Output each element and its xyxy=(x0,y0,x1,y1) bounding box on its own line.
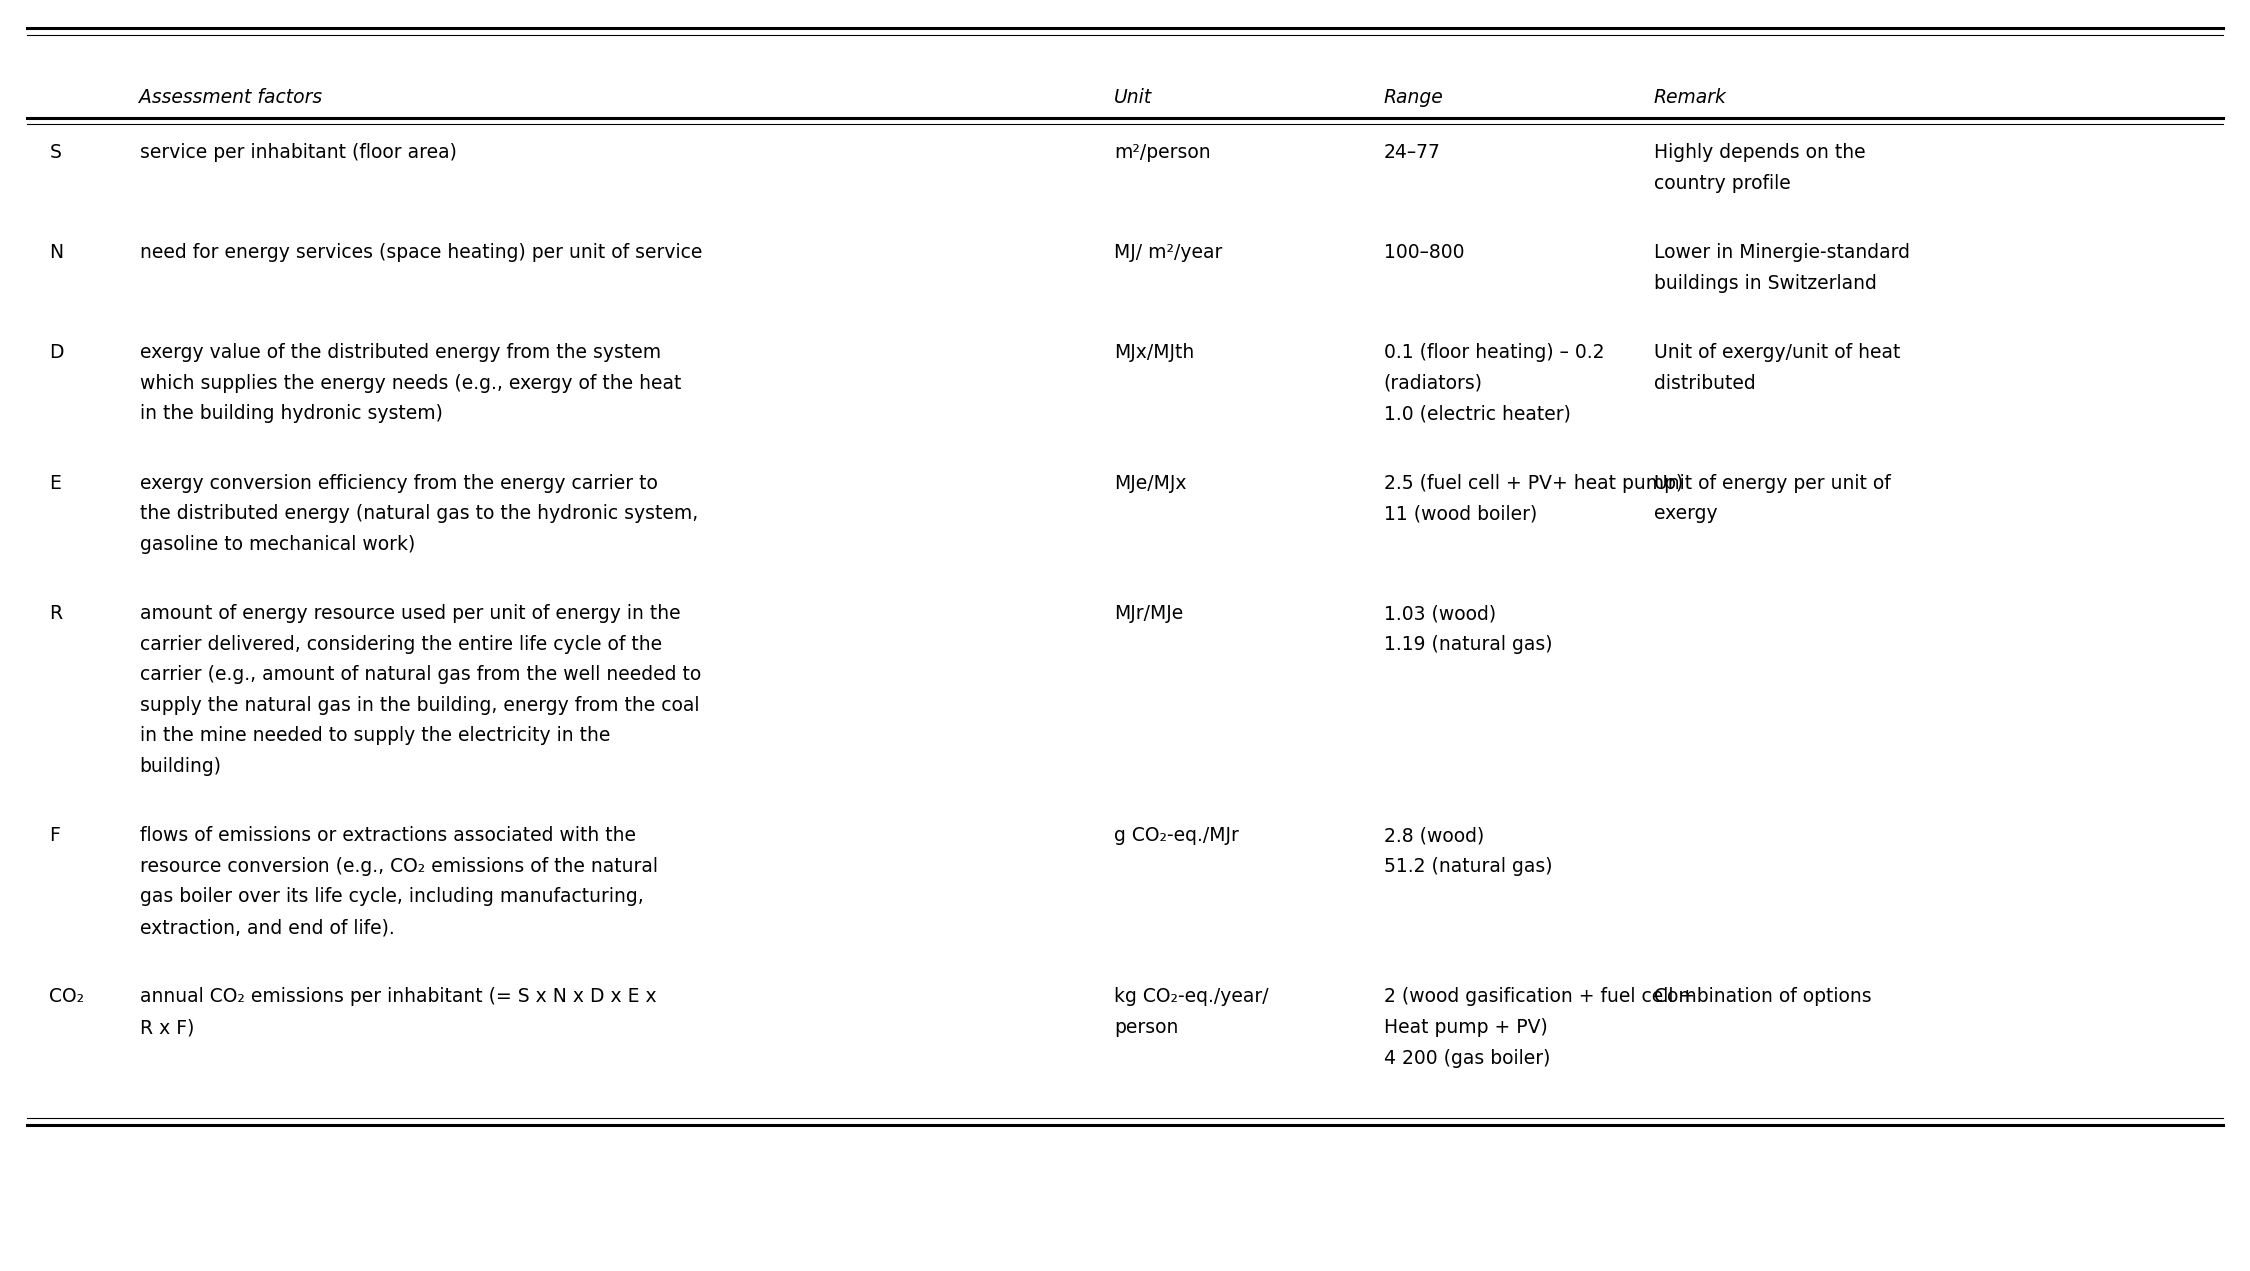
Text: which supplies the energy needs (e.g., exergy of the heat: which supplies the energy needs (e.g., e… xyxy=(140,374,682,393)
Text: carrier (e.g., amount of natural gas from the well needed to: carrier (e.g., amount of natural gas fro… xyxy=(140,665,700,684)
Text: buildings in Switzerland: buildings in Switzerland xyxy=(1654,273,1876,292)
Text: building): building) xyxy=(140,758,220,775)
Text: Unit of exergy/unit of heat: Unit of exergy/unit of heat xyxy=(1654,343,1899,362)
Text: N: N xyxy=(50,243,63,262)
Text: F: F xyxy=(50,826,61,845)
Text: m²/person: m²/person xyxy=(1114,144,1210,163)
Text: country profile: country profile xyxy=(1654,174,1791,193)
Text: 2.8 (wood): 2.8 (wood) xyxy=(1384,826,1485,845)
Text: MJ/ m²/year: MJ/ m²/year xyxy=(1114,243,1222,262)
Text: 1.0 (electric heater): 1.0 (electric heater) xyxy=(1384,404,1570,423)
Text: Combination of options: Combination of options xyxy=(1654,988,1872,1007)
Text: gasoline to mechanical work): gasoline to mechanical work) xyxy=(140,535,414,554)
Text: in the building hydronic system): in the building hydronic system) xyxy=(140,404,443,423)
Text: R: R xyxy=(50,604,63,623)
Text: gas boiler over its life cycle, including manufacturing,: gas boiler over its life cycle, includin… xyxy=(140,887,644,906)
Text: g CO₂-eq./MJr: g CO₂-eq./MJr xyxy=(1114,826,1238,845)
Text: need for energy services (space heating) per unit of service: need for energy services (space heating)… xyxy=(140,243,702,262)
Text: R x F): R x F) xyxy=(140,1018,194,1037)
Text: (radiators): (radiators) xyxy=(1384,374,1483,393)
Text: 1.03 (wood): 1.03 (wood) xyxy=(1384,604,1496,623)
Text: Heat pump + PV): Heat pump + PV) xyxy=(1384,1018,1548,1037)
Text: Range: Range xyxy=(1384,88,1444,107)
Text: Highly depends on the: Highly depends on the xyxy=(1654,144,1865,163)
Text: MJr/MJe: MJr/MJe xyxy=(1114,604,1184,623)
Text: in the mine needed to supply the electricity in the: in the mine needed to supply the electri… xyxy=(140,727,610,745)
Text: 24–77: 24–77 xyxy=(1384,144,1440,163)
Text: Unit: Unit xyxy=(1114,88,1152,107)
Text: extraction, and end of life).: extraction, and end of life). xyxy=(140,918,394,937)
Text: 11 (wood boiler): 11 (wood boiler) xyxy=(1384,505,1537,524)
Text: resource conversion (e.g., CO₂ emissions of the natural: resource conversion (e.g., CO₂ emissions… xyxy=(140,857,657,876)
Text: Lower in Minergie-standard: Lower in Minergie-standard xyxy=(1654,243,1910,262)
Text: CO₂: CO₂ xyxy=(50,988,86,1007)
Text: MJx/MJth: MJx/MJth xyxy=(1114,343,1195,362)
Text: exergy conversion efficiency from the energy carrier to: exergy conversion efficiency from the en… xyxy=(140,474,657,493)
Text: 51.2 (natural gas): 51.2 (natural gas) xyxy=(1384,857,1552,876)
Text: distributed: distributed xyxy=(1654,374,1755,393)
Text: S: S xyxy=(50,144,61,163)
Text: 0.1 (floor heating) – 0.2: 0.1 (floor heating) – 0.2 xyxy=(1384,343,1604,362)
Text: service per inhabitant (floor area): service per inhabitant (floor area) xyxy=(140,144,457,163)
Text: exergy: exergy xyxy=(1654,505,1717,524)
Text: 1.19 (natural gas): 1.19 (natural gas) xyxy=(1384,634,1552,653)
Text: exergy value of the distributed energy from the system: exergy value of the distributed energy f… xyxy=(140,343,662,362)
Text: D: D xyxy=(50,343,63,362)
Text: E: E xyxy=(50,474,61,493)
Text: kg CO₂-eq./year/: kg CO₂-eq./year/ xyxy=(1114,988,1269,1007)
Text: annual CO₂ emissions per inhabitant (= S x N x D x E x: annual CO₂ emissions per inhabitant (= S… xyxy=(140,988,657,1007)
Text: flows of emissions or extractions associated with the: flows of emissions or extractions associ… xyxy=(140,826,634,845)
Text: 100–800: 100–800 xyxy=(1384,243,1465,262)
Text: person: person xyxy=(1114,1018,1179,1037)
Text: carrier delivered, considering the entire life cycle of the: carrier delivered, considering the entir… xyxy=(140,634,662,653)
Text: amount of energy resource used per unit of energy in the: amount of energy resource used per unit … xyxy=(140,604,680,623)
Text: MJe/MJx: MJe/MJx xyxy=(1114,474,1186,493)
Text: Unit of energy per unit of: Unit of energy per unit of xyxy=(1654,474,1890,493)
Text: supply the natural gas in the building, energy from the coal: supply the natural gas in the building, … xyxy=(140,695,700,714)
Text: 4 200 (gas boiler): 4 200 (gas boiler) xyxy=(1384,1049,1550,1068)
Text: Remark: Remark xyxy=(1654,88,1726,107)
Text: Assessment factors: Assessment factors xyxy=(140,88,322,107)
Text: 2 (wood gasification + fuel cell +: 2 (wood gasification + fuel cell + xyxy=(1384,988,1694,1007)
Text: 2.5 (fuel cell + PV+ heat pump): 2.5 (fuel cell + PV+ heat pump) xyxy=(1384,474,1683,493)
Text: the distributed energy (natural gas to the hydronic system,: the distributed energy (natural gas to t… xyxy=(140,505,698,524)
